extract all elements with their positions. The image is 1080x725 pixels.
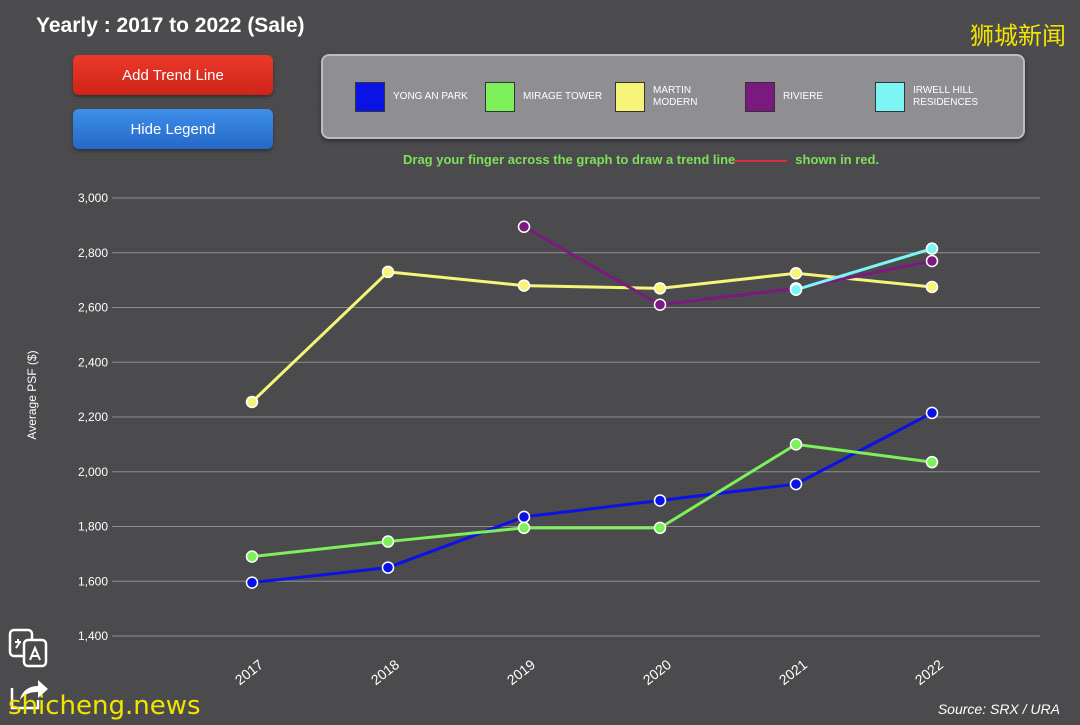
x-tick-label: 2021 [776, 656, 811, 688]
data-point [925, 254, 939, 268]
series-line-irwell-hill-residences [795, 247, 933, 292]
data-point [245, 395, 259, 409]
data-point [925, 455, 939, 469]
data-point [653, 298, 667, 312]
y-tick-label: 1,800 [78, 520, 108, 534]
legend-swatch [615, 82, 645, 112]
trend-line-instruction: Drag your finger across the graph to dra… [403, 152, 879, 167]
data-point [245, 550, 259, 563]
data-point [789, 438, 803, 451]
series-line-martin-modern [250, 270, 933, 404]
legend-label: MIRAGE TOWER [523, 91, 603, 102]
page-title: Yearly : 2017 to 2022 (Sale) [36, 14, 305, 37]
data-point [925, 280, 939, 294]
data-point [245, 576, 259, 589]
source-note: Source: SRX / URA [937, 701, 1060, 717]
brand-watermark: shicheng.news [8, 691, 201, 721]
legend-item-mirage-tower: MIRAGE TOWER [485, 82, 605, 112]
y-tick-label: 2,800 [78, 246, 108, 260]
translate-icon[interactable] [8, 628, 50, 668]
y-tick-label: 1,600 [78, 574, 108, 588]
legend-label: RIVIERE [783, 91, 824, 102]
x-tick-label: 2020 [640, 656, 675, 688]
chart-legend: YONG AN PARK MIRAGE TOWER MARTIN MODERN … [321, 54, 1025, 139]
data-point [381, 265, 395, 279]
hide-legend-button[interactable]: Hide Legend [73, 109, 273, 149]
data-point [517, 279, 531, 292]
instruction-text: Drag your finger across the graph to dra… [403, 152, 736, 167]
y-tick-label: 1,400 [78, 629, 108, 643]
y-tick-label: 3,000 [78, 191, 108, 205]
legend-swatch [355, 82, 385, 112]
watermark-logo: 狮城新闻 [970, 22, 1066, 50]
share-icon[interactable] [8, 676, 50, 712]
instruction-text-red: shown in red. [795, 152, 880, 167]
data-point [653, 521, 667, 535]
series-line-riviere [523, 225, 933, 307]
red-line-sample [735, 159, 788, 162]
data-point [517, 220, 531, 233]
add-trend-line-button[interactable]: Add Trend Line [73, 55, 273, 95]
data-point [381, 535, 395, 548]
legend-label: MARTIN MODERN [653, 85, 698, 108]
x-tick-label: 2017 [232, 656, 267, 688]
legend-item-martin-modern: MARTIN MODERN [615, 82, 713, 112]
x-tick-label: 2022 [912, 656, 947, 688]
data-point [653, 494, 667, 507]
data-point [925, 242, 939, 255]
data-point [789, 283, 803, 296]
data-point [653, 282, 667, 295]
data-point [517, 521, 531, 535]
legend-label: YONG AN PARK [393, 91, 468, 102]
data-point [789, 267, 803, 280]
legend-item-yong-an-park: YONG AN PARK [355, 82, 475, 112]
x-tick-label: 2019 [504, 656, 539, 688]
data-point [925, 406, 939, 420]
data-point [789, 477, 803, 491]
y-tick-label: 2,600 [78, 301, 108, 315]
y-tick-label: 2,200 [78, 410, 108, 424]
series-line-mirage-tower [251, 442, 933, 559]
legend-item-irwell-hill-residences: IRWELL HILL RESIDENCES [875, 82, 993, 112]
series-line-yong-an-park [251, 411, 933, 585]
legend-label: IRWELL HILL RESIDENCES [913, 85, 979, 108]
data-point [517, 510, 531, 524]
y-tick-label: 2,000 [78, 465, 108, 479]
x-tick-label: 2018 [368, 656, 403, 688]
legend-swatch [745, 82, 775, 112]
y-tick-label: 2,400 [78, 355, 108, 369]
legend-item-riviere: RIVIERE [745, 82, 865, 112]
data-point [381, 561, 395, 574]
legend-swatch [875, 82, 905, 112]
legend-swatch [485, 82, 515, 112]
